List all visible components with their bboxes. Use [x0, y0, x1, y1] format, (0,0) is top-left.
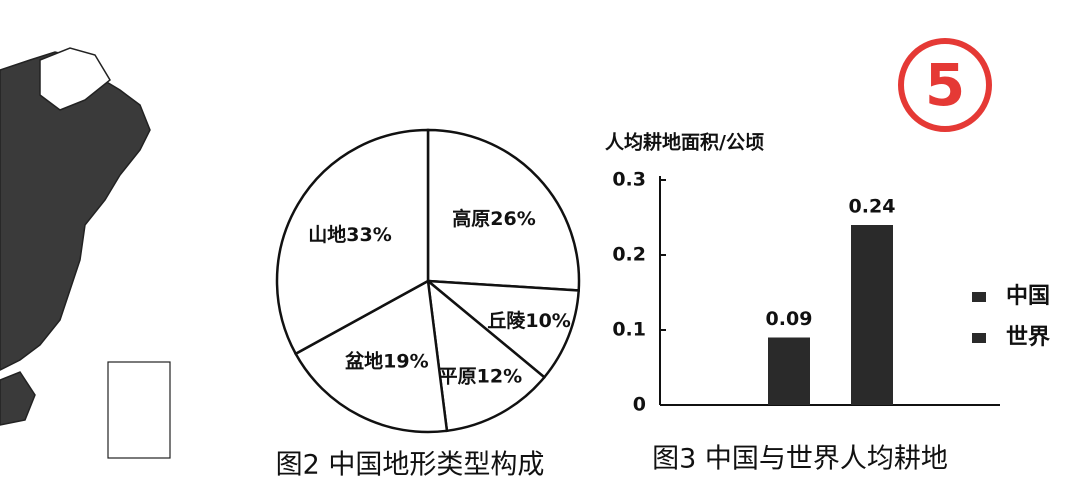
badge-ring: [898, 38, 992, 132]
pie-slice: [426, 278, 547, 433]
legend-label: 中国: [1006, 284, 1050, 309]
bar: [768, 337, 810, 405]
y-tick-label: 0: [633, 394, 646, 416]
slice-name: 丘陵: [487, 309, 526, 332]
slice-label: 丘陵10%: [487, 309, 571, 332]
bar: [851, 225, 893, 405]
slice-value: 10%: [525, 310, 570, 332]
slice-name: 山地: [308, 222, 346, 245]
pie-slice: [424, 279, 581, 380]
slice-label: 平原12%: [439, 365, 522, 387]
map-fragment: [0, 47, 171, 459]
legend-swatch: [972, 292, 986, 302]
bar-value-label: 0.24: [849, 196, 896, 218]
legend-swatch: [972, 333, 986, 343]
slice-label: 盆地19%: [344, 349, 429, 372]
slice-value: 19%: [383, 350, 428, 372]
map-island: [0, 371, 36, 426]
pie-slice: [426, 128, 581, 292]
legend-label: 世界: [1006, 325, 1050, 350]
map-inset: [107, 361, 171, 459]
slice-name: 平原: [439, 365, 477, 387]
slice-value: 26%: [490, 207, 535, 229]
badge-number: 5: [925, 51, 965, 119]
map-region: [39, 47, 111, 111]
y-tick-label: 0.2: [612, 244, 646, 266]
slice-label: 高原26%: [452, 206, 536, 229]
bar-value-label: 0.09: [766, 308, 813, 330]
pie-slice: [275, 128, 430, 356]
pie-slice: [293, 279, 449, 434]
y-tick-label: 0.3: [612, 169, 646, 191]
badge: 5: [898, 38, 992, 132]
slice-name: 盆地: [344, 349, 383, 372]
slice-value: 12%: [477, 365, 522, 387]
y-tick-label: 0.1: [612, 319, 646, 341]
slice-value: 33%: [346, 223, 391, 245]
slice-label: 山地33%: [308, 222, 392, 245]
caption: 图3 中国与世界人均耕地: [652, 444, 948, 475]
y-axis-label: 人均耕地面积/公顷: [605, 131, 764, 154]
slice-name: 高原: [452, 206, 490, 229]
caption: 图2 中国地形类型构成: [276, 450, 545, 481]
